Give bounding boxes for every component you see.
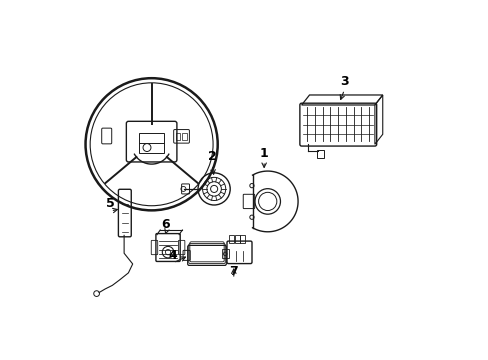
Text: 3: 3 <box>340 75 348 88</box>
Text: 6: 6 <box>161 218 170 231</box>
Text: 2: 2 <box>207 150 216 163</box>
Bar <box>316 150 323 158</box>
Text: 1: 1 <box>259 147 268 160</box>
Bar <box>139 132 164 153</box>
Bar <box>222 249 228 258</box>
Bar <box>234 235 239 243</box>
Bar <box>240 235 245 243</box>
Text: 7: 7 <box>229 265 238 278</box>
Bar <box>176 133 180 140</box>
Text: 4: 4 <box>168 248 177 261</box>
Text: 5: 5 <box>106 197 115 210</box>
Bar <box>228 235 233 243</box>
Bar <box>182 133 186 140</box>
